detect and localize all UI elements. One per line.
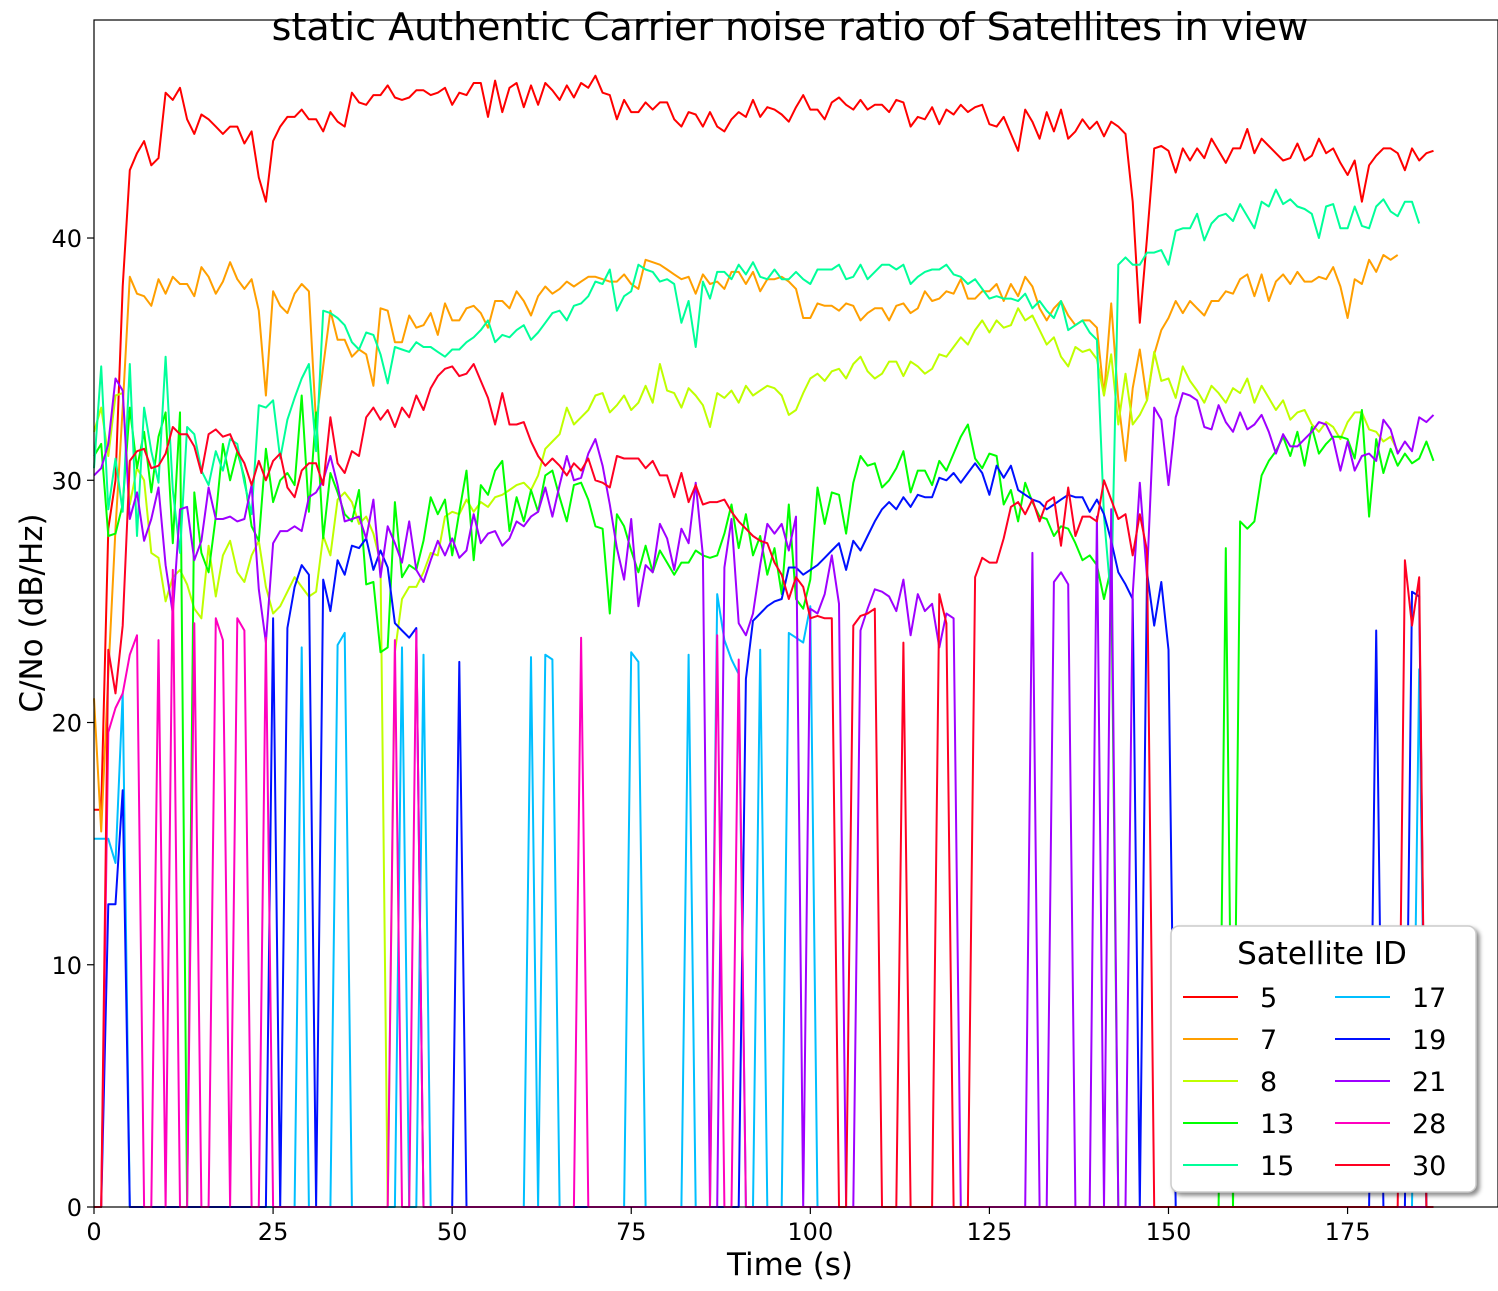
y-axis: 0 10 20 30 40 [51, 225, 94, 1222]
y-tick-label: 40 [51, 225, 82, 253]
legend-box [1170, 925, 1477, 1193]
x-tick-label: 100 [787, 1218, 833, 1246]
x-axis: 0 25 50 75 100 125 150 175 [86, 1207, 1370, 1246]
legend-label-8: 8 [1260, 1067, 1277, 1098]
legend-label-5: 5 [1260, 983, 1277, 1014]
x-tick-label: 175 [1325, 1218, 1371, 1246]
y-tick-label: 20 [51, 710, 82, 738]
series-line-7 [93, 254, 1399, 833]
legend-label-19: 19 [1412, 1025, 1446, 1056]
series-line-8 [93, 307, 1399, 1208]
legend-label-17: 17 [1412, 983, 1446, 1014]
legend-label-13: 13 [1260, 1109, 1294, 1140]
x-tick-label: 150 [1146, 1218, 1192, 1246]
chart-title: static Authentic Carrier noise ratio of … [272, 5, 1309, 49]
x-tick-label: 0 [86, 1218, 101, 1246]
y-tick-label: 0 [67, 1194, 82, 1222]
x-tick-label: 75 [616, 1218, 647, 1246]
legend-label-30: 30 [1412, 1151, 1446, 1182]
series-line-21 [93, 377, 1435, 1208]
y-tick-label: 30 [51, 467, 82, 495]
series-line-15 [93, 188, 1421, 603]
legend-items: 5 7 8 13 15 17 19 21 28 30 [1183, 983, 1446, 1182]
legend-title: Satellite ID [1237, 936, 1407, 972]
y-tick-label: 10 [51, 952, 82, 980]
x-tick-label: 50 [437, 1218, 468, 1246]
series-line-5 [94, 74, 1434, 811]
legend-label-28: 28 [1412, 1109, 1446, 1140]
x-axis-label: Time (s) [726, 1247, 853, 1283]
plot-frame [93, 19, 1498, 1208]
x-tick-label: 25 [258, 1218, 289, 1246]
legend-label-15: 15 [1260, 1151, 1294, 1182]
legend: Satellite ID 5 7 8 13 15 17 19 21 28 30 [1170, 925, 1477, 1193]
legend-label-7: 7 [1260, 1025, 1277, 1056]
y-axis-label: C/No (dB/Hz) [14, 513, 50, 712]
legend-label-21: 21 [1412, 1067, 1446, 1098]
x-tick-label: 125 [967, 1218, 1013, 1246]
